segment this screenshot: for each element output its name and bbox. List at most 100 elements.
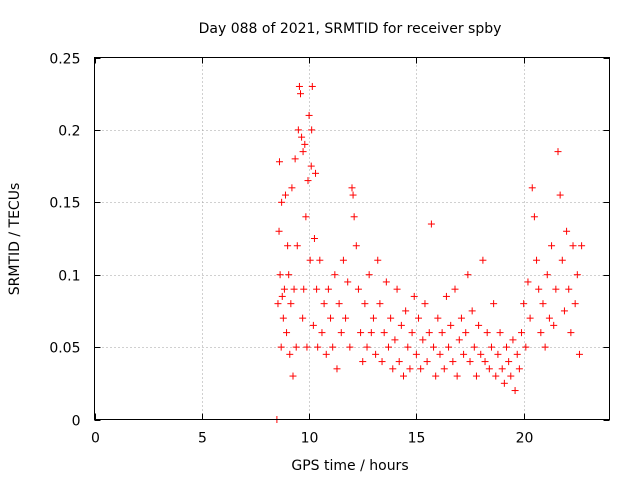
data-point xyxy=(518,329,526,337)
data-point xyxy=(434,314,442,322)
data-point xyxy=(397,321,405,329)
data-point xyxy=(349,191,357,199)
data-point xyxy=(578,242,586,250)
y-tick-label: 0.2 xyxy=(58,124,80,140)
data-point xyxy=(400,372,407,380)
data-point xyxy=(299,314,307,322)
data-point xyxy=(438,329,446,337)
data-point xyxy=(300,285,308,293)
data-point xyxy=(423,358,431,366)
data-point xyxy=(494,350,502,358)
data-point xyxy=(481,358,489,366)
data-point xyxy=(354,285,362,293)
data-point xyxy=(419,336,427,344)
y-tick-label: 0.15 xyxy=(49,196,80,212)
data-point xyxy=(550,321,558,329)
data-point xyxy=(274,300,282,308)
y-tick-labels: 0 0.05 0.1 0.15 0.2 0.25 xyxy=(49,52,80,430)
data-point xyxy=(522,343,530,351)
data-point xyxy=(479,256,487,264)
data-point xyxy=(292,343,300,351)
data-point xyxy=(432,372,440,380)
data-point xyxy=(322,350,330,358)
data-point xyxy=(389,365,397,373)
data-point xyxy=(293,242,301,250)
data-point xyxy=(445,343,453,351)
data-point xyxy=(565,285,573,293)
data-point xyxy=(350,213,358,221)
data-point xyxy=(320,300,328,308)
y-tick-label: 0.25 xyxy=(49,52,80,68)
data-point xyxy=(569,242,577,250)
data-point xyxy=(511,387,519,395)
data-point xyxy=(280,285,288,293)
data-point xyxy=(348,184,356,192)
data-point xyxy=(302,213,310,221)
data-point xyxy=(548,242,556,250)
data-point xyxy=(515,365,523,373)
data-point xyxy=(402,307,410,315)
data-point xyxy=(301,140,309,148)
data-point xyxy=(470,343,478,351)
data-point xyxy=(558,256,566,264)
data-point xyxy=(289,372,297,380)
data-point xyxy=(313,285,321,293)
data-point xyxy=(294,126,302,134)
data-point xyxy=(466,358,474,366)
data-point xyxy=(382,278,390,286)
x-tick-label: 5 xyxy=(198,431,207,447)
data-point xyxy=(427,220,435,228)
data-point xyxy=(487,343,495,351)
data-point xyxy=(457,314,465,322)
data-point xyxy=(288,184,296,192)
data-point xyxy=(462,329,470,337)
data-point xyxy=(278,198,286,206)
data-point xyxy=(455,336,463,344)
data-point xyxy=(277,343,285,351)
x-tick-label: 15 xyxy=(408,431,426,447)
data-point xyxy=(339,256,347,264)
data-point xyxy=(363,343,371,351)
data-point xyxy=(447,321,455,329)
data-point xyxy=(329,343,337,351)
data-point xyxy=(308,126,316,134)
data-point xyxy=(372,350,380,358)
axis-ticks xyxy=(94,57,610,421)
data-point xyxy=(316,256,324,264)
data-point xyxy=(543,271,551,279)
data-point xyxy=(571,300,579,308)
data-point xyxy=(500,379,508,387)
data-point xyxy=(498,365,506,373)
data-point xyxy=(395,358,403,366)
data-point xyxy=(306,256,314,264)
data-point xyxy=(327,314,335,322)
data-point xyxy=(513,350,521,358)
x-axis-label: GPS time / hours xyxy=(291,458,408,474)
data-point xyxy=(421,300,429,308)
data-point xyxy=(573,271,581,279)
data-point xyxy=(276,271,284,279)
data-point xyxy=(552,285,560,293)
plot-frame xyxy=(94,57,610,420)
data-point xyxy=(286,350,294,358)
data-point xyxy=(331,271,339,279)
data-point xyxy=(430,343,438,351)
data-point xyxy=(295,82,303,90)
data-point xyxy=(374,256,382,264)
data-point xyxy=(309,321,317,329)
data-point xyxy=(560,307,568,315)
data-point xyxy=(318,329,326,337)
data-point xyxy=(275,227,283,235)
x-tick-labels: 0 5 10 15 20 xyxy=(91,431,533,447)
data-point xyxy=(449,358,457,366)
data-point xyxy=(412,350,420,358)
data-point xyxy=(567,329,575,337)
data-point xyxy=(436,350,444,358)
data-point xyxy=(539,300,547,308)
data-point xyxy=(303,343,311,351)
data-point xyxy=(520,300,528,308)
data-point xyxy=(530,213,538,221)
data-point xyxy=(291,155,299,163)
data-point xyxy=(352,242,360,250)
data-point xyxy=(485,365,493,373)
